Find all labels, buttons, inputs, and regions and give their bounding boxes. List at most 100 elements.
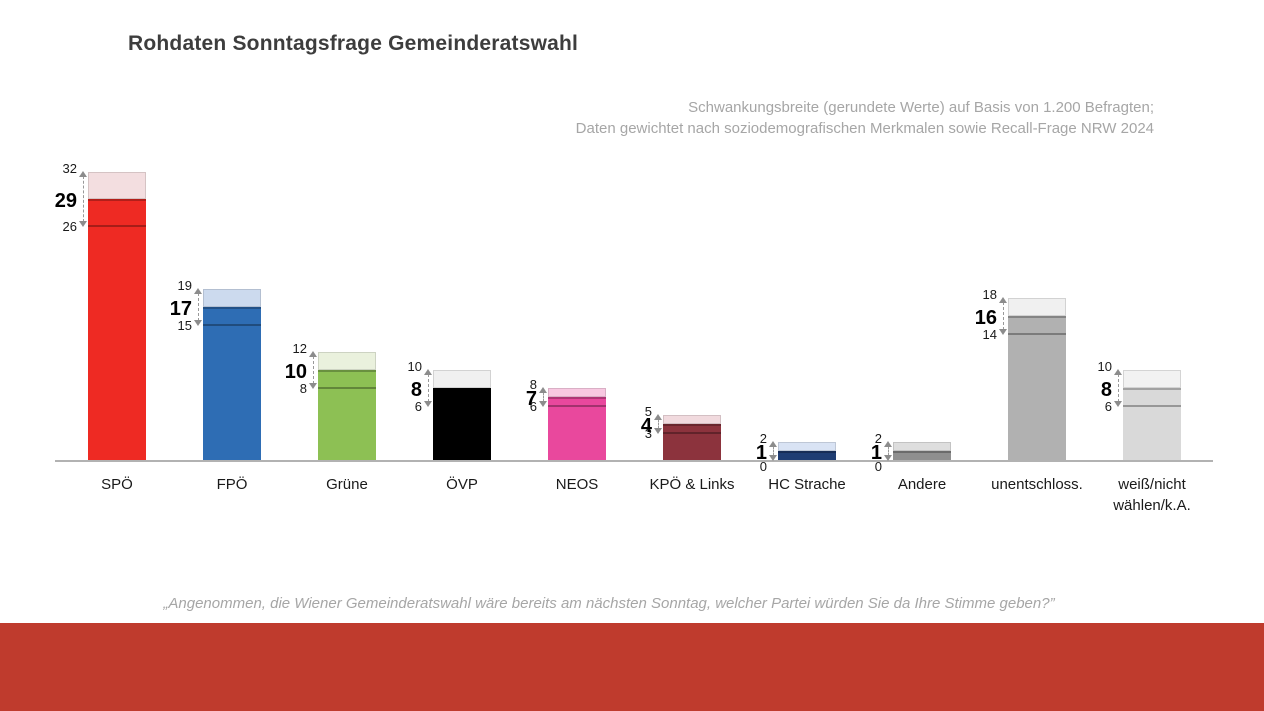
methodology-note-line1: Schwankungsbreite (gerundete Werte) auf … bbox=[688, 99, 1154, 116]
arrow-up-icon bbox=[884, 441, 892, 447]
arrow-up-icon bbox=[539, 387, 547, 393]
bar-lower-line-1 bbox=[203, 324, 261, 326]
value-label-7: 1 bbox=[870, 442, 882, 464]
lower-bound-label-1: 15 bbox=[177, 318, 192, 333]
value-label-9: 8 bbox=[1100, 379, 1112, 401]
arrow-down-icon bbox=[1114, 401, 1122, 407]
lower-bound-label-8: 14 bbox=[982, 327, 997, 342]
survey-question: „Angenommen, die Wiener Gemeinderatswahl… bbox=[163, 595, 1055, 612]
bar-3 bbox=[433, 388, 491, 460]
bar-9 bbox=[1123, 388, 1181, 460]
upper-bound-label-3: 10 bbox=[407, 359, 422, 374]
bar-range-0 bbox=[88, 172, 146, 199]
arrow-dash bbox=[1118, 374, 1119, 402]
arrow-dash bbox=[1003, 302, 1004, 330]
x-axis-line bbox=[55, 460, 1213, 462]
upper-bound-label-6: 2 bbox=[759, 431, 767, 446]
bar-lower-line-5 bbox=[663, 432, 721, 434]
value-label-8: 16 bbox=[974, 307, 997, 329]
upper-bound-label-9: 10 bbox=[1097, 359, 1112, 374]
category-label-6: HC Strache bbox=[768, 476, 846, 493]
bar-range-8 bbox=[1008, 298, 1066, 316]
arrow-down-icon bbox=[654, 428, 662, 434]
bar-range-3 bbox=[433, 370, 491, 388]
bar-range-6 bbox=[778, 442, 836, 451]
category-label-7: Andere bbox=[897, 476, 947, 493]
arrow-dash bbox=[658, 419, 659, 429]
bar-5 bbox=[663, 424, 721, 460]
arrow-up-icon bbox=[654, 414, 662, 420]
range-arrow-8 bbox=[999, 297, 1008, 335]
methodology-note: Schwankungsbreite (gerundete Werte) auf … bbox=[576, 97, 1154, 139]
bar-chart: 32 29 26 SPÖ 19 17 15 FPÖ 12 10 8 Grüne 10 8 6 ÖVP 8 7 6 NE… bbox=[54, 161, 1213, 514]
arrow-down-icon bbox=[309, 383, 317, 389]
range-arrow-5 bbox=[654, 414, 663, 434]
range-arrow-6 bbox=[769, 441, 778, 461]
lower-bound-label-5: 3 bbox=[644, 426, 652, 441]
range-arrow-4 bbox=[539, 387, 548, 407]
upper-bound-label-2: 12 bbox=[292, 341, 307, 356]
arrow-dash bbox=[428, 374, 429, 402]
bar-lower-line-8 bbox=[1008, 333, 1066, 335]
arrow-dash bbox=[198, 293, 199, 321]
lower-bound-label-4: 6 bbox=[529, 399, 537, 414]
arrow-down-icon bbox=[194, 320, 202, 326]
bar-range-1 bbox=[203, 289, 261, 307]
arrow-up-icon bbox=[194, 288, 202, 294]
bar-lower-line-2 bbox=[318, 387, 376, 389]
upper-bound-label-7: 2 bbox=[874, 431, 882, 446]
arrow-dash bbox=[313, 356, 314, 384]
bar-1 bbox=[203, 307, 261, 460]
upper-bound-label-0: 32 bbox=[62, 161, 77, 176]
upper-bound-label-8: 18 bbox=[982, 287, 997, 302]
value-label-6: 1 bbox=[755, 442, 767, 464]
bar-range-7 bbox=[893, 442, 951, 451]
bar-lower-line-4 bbox=[548, 405, 606, 407]
arrow-up-icon bbox=[769, 441, 777, 447]
value-label-5: 4 bbox=[640, 415, 652, 437]
range-arrow-0 bbox=[79, 171, 88, 227]
value-label-2: 10 bbox=[284, 361, 307, 383]
bar-2 bbox=[318, 370, 376, 460]
arrow-dash bbox=[773, 446, 774, 456]
lower-bound-label-0: 26 bbox=[62, 219, 77, 234]
bar-7 bbox=[893, 451, 951, 460]
value-label-3: 8 bbox=[410, 379, 422, 401]
value-label-0: 29 bbox=[54, 190, 77, 212]
arrow-up-icon bbox=[79, 171, 87, 177]
category-label-4: NEOS bbox=[555, 476, 599, 493]
range-arrow-3 bbox=[424, 369, 433, 407]
upper-bound-label-4: 8 bbox=[529, 377, 537, 392]
bar-4 bbox=[548, 397, 606, 460]
category-label-8: unentschloss. bbox=[991, 476, 1083, 493]
upper-bound-label-5: 5 bbox=[644, 404, 652, 419]
category-label-9: weiß/nicht wählen/k.A. bbox=[1113, 476, 1191, 514]
range-arrow-9 bbox=[1114, 369, 1123, 407]
arrow-up-icon bbox=[309, 351, 317, 357]
range-arrow-7 bbox=[884, 441, 893, 461]
bar-lower-line-3 bbox=[433, 405, 491, 407]
arrow-down-icon bbox=[769, 455, 777, 461]
arrow-down-icon bbox=[539, 401, 547, 407]
category-label-3: ÖVP bbox=[446, 476, 478, 493]
lower-bound-label-2: 8 bbox=[299, 381, 307, 396]
value-label-4: 7 bbox=[525, 388, 537, 410]
upper-bound-label-1: 19 bbox=[177, 278, 192, 293]
lower-bound-label-6: 0 bbox=[759, 459, 767, 474]
category-label-2: Grüne bbox=[326, 476, 368, 493]
arrow-down-icon bbox=[884, 455, 892, 461]
category-label-1: FPÖ bbox=[216, 476, 248, 493]
arrow-up-icon bbox=[424, 369, 432, 375]
arrow-dash bbox=[83, 176, 84, 222]
category-label-5: KPÖ & Links bbox=[649, 476, 735, 493]
arrow-down-icon bbox=[424, 401, 432, 407]
arrow-dash bbox=[888, 446, 889, 456]
page-title: Rohdaten Sonntagsfrage Gemeinderatswahl bbox=[128, 32, 579, 55]
bar-6 bbox=[778, 451, 836, 460]
bar-range-5 bbox=[663, 415, 721, 424]
arrow-up-icon bbox=[1114, 369, 1122, 375]
bar-range-2 bbox=[318, 352, 376, 370]
bar-0 bbox=[88, 199, 146, 460]
lower-bound-label-3: 6 bbox=[414, 399, 422, 414]
